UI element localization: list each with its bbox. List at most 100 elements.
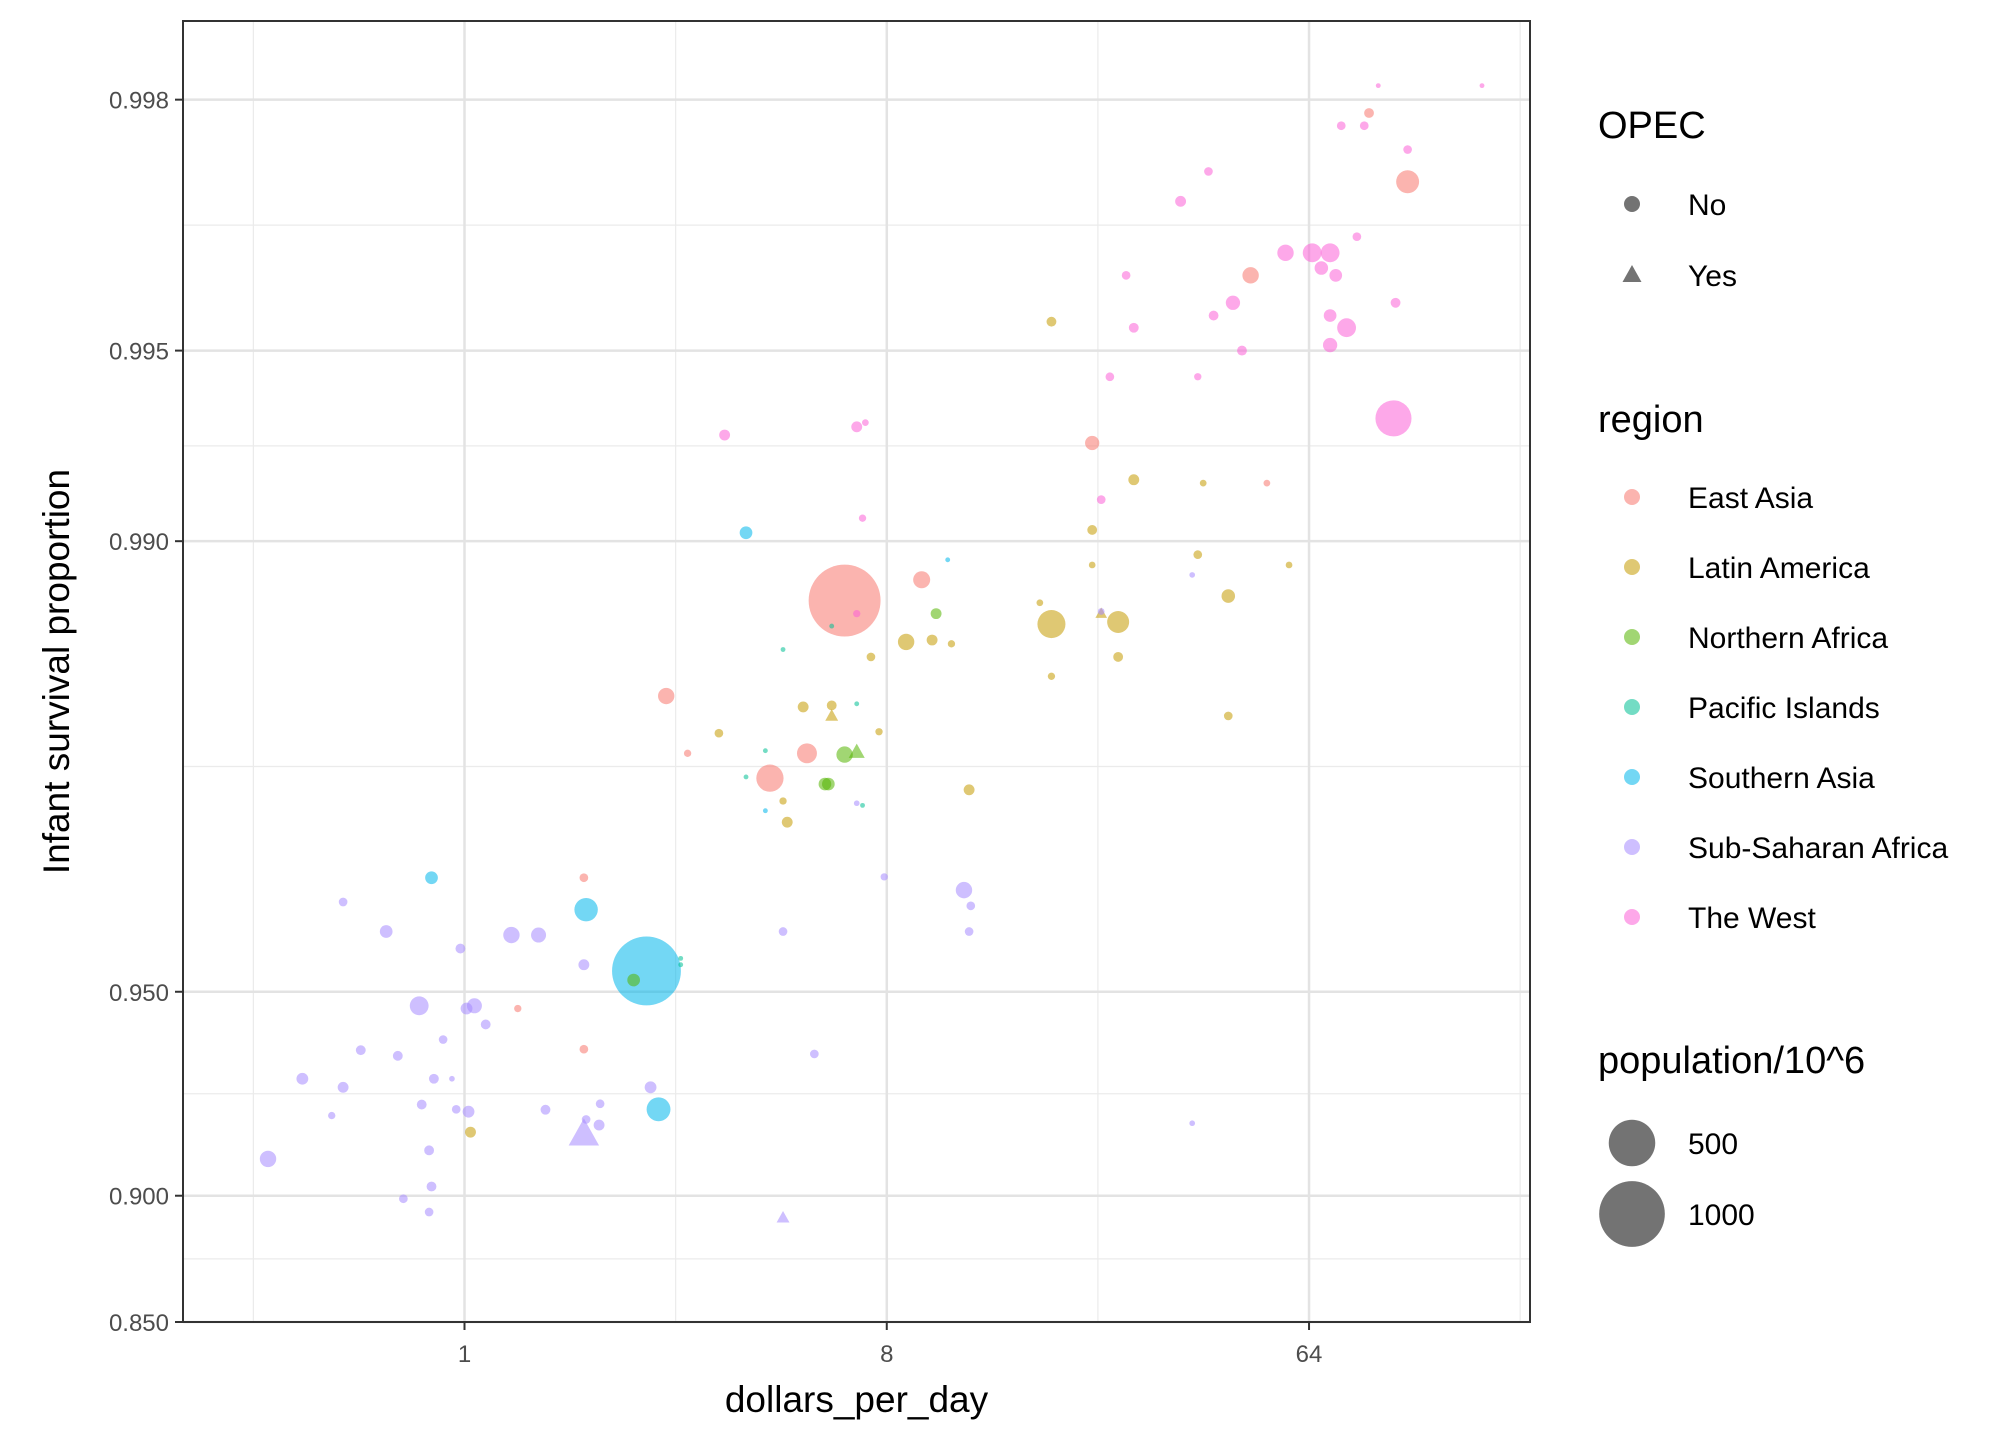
data-point xyxy=(1242,267,1259,284)
data-point xyxy=(1337,318,1357,338)
data-point xyxy=(1403,145,1412,154)
legend-label: Northern Africa xyxy=(1688,622,1888,655)
data-point xyxy=(1323,309,1337,322)
data-point xyxy=(296,1072,309,1085)
data-point xyxy=(860,802,865,808)
legend-key-region xyxy=(1624,489,1640,505)
data-point xyxy=(848,743,865,758)
data-point xyxy=(612,936,681,1006)
data-point xyxy=(866,652,876,662)
data-point xyxy=(1263,479,1271,487)
x-tick-label: 64 xyxy=(1296,1341,1323,1368)
data-point xyxy=(854,701,860,707)
data-point xyxy=(779,797,787,805)
data-point xyxy=(1204,167,1213,176)
data-point xyxy=(1225,295,1241,310)
legend-key-region xyxy=(1624,839,1640,855)
data-point xyxy=(593,1119,605,1131)
x-tick-label: 8 xyxy=(880,1341,893,1368)
legend-label: The West xyxy=(1688,902,1816,935)
data-point xyxy=(913,571,931,589)
panel-border xyxy=(182,20,1531,1323)
data-point xyxy=(853,609,861,618)
data-point xyxy=(1189,572,1196,578)
data-point xyxy=(1285,561,1293,569)
data-point xyxy=(1105,372,1115,382)
data-point xyxy=(1088,561,1096,569)
legend-key-no xyxy=(1624,196,1640,212)
data-point xyxy=(955,881,973,899)
data-point xyxy=(875,728,883,736)
data-point xyxy=(853,800,860,807)
data-point xyxy=(966,901,976,911)
data-point xyxy=(503,926,520,944)
data-point xyxy=(1121,271,1131,280)
data-point xyxy=(355,1045,366,1056)
data-point xyxy=(1336,121,1346,131)
data-point xyxy=(1199,479,1207,487)
data-point xyxy=(574,897,598,922)
data-point xyxy=(1352,232,1362,242)
data-point xyxy=(416,1099,427,1110)
data-point xyxy=(379,925,393,938)
data-point xyxy=(945,557,951,563)
data-point xyxy=(1359,121,1369,131)
data-point xyxy=(1396,170,1420,194)
data-point xyxy=(1364,108,1374,118)
data-point xyxy=(880,873,888,881)
legend-label: No xyxy=(1688,189,1726,222)
y-tick-label: 0.950 xyxy=(109,980,169,1007)
data-points xyxy=(259,83,1485,1223)
data-point xyxy=(678,962,684,968)
data-point xyxy=(1046,316,1057,327)
data-point xyxy=(762,808,768,814)
data-point xyxy=(851,421,863,433)
data-point xyxy=(826,700,837,711)
data-point xyxy=(1097,608,1105,615)
data-point xyxy=(1314,261,1329,275)
legend-key-region xyxy=(1624,629,1640,645)
legend-label: East Asia xyxy=(1688,482,1813,515)
data-point xyxy=(328,1111,336,1120)
data-point xyxy=(1479,83,1485,89)
legend-label: Southern Asia xyxy=(1688,762,1875,795)
legend-label: Yes xyxy=(1688,260,1737,293)
data-point xyxy=(810,1049,819,1059)
data-point xyxy=(1223,711,1233,721)
data-point xyxy=(930,608,942,620)
data-point xyxy=(595,1099,605,1109)
data-point xyxy=(1237,345,1247,356)
data-point xyxy=(1175,195,1187,207)
data-point xyxy=(1096,495,1106,504)
data-point xyxy=(719,429,731,441)
data-point xyxy=(829,623,835,629)
legend-label: 500 xyxy=(1688,1128,1738,1161)
legend-title-opec: OPEC xyxy=(1598,105,1706,147)
data-point xyxy=(581,1115,591,1124)
data-point xyxy=(568,1118,600,1146)
data-point xyxy=(776,1210,790,1223)
data-point xyxy=(1194,373,1202,381)
data-point xyxy=(808,564,881,637)
data-point xyxy=(825,709,839,721)
legend-title-population: population/10^6 xyxy=(1598,1040,1865,1082)
legend: OPEC No Yes region East Asia Latin America Nor… xyxy=(1598,105,1948,1247)
data-point xyxy=(743,774,749,780)
data-point xyxy=(428,1073,439,1084)
data-point xyxy=(540,1104,551,1115)
data-point xyxy=(1320,243,1340,263)
y-axis-title: Infant survival proportion xyxy=(36,469,77,874)
y-tick-label: 0.995 xyxy=(109,339,169,366)
data-point xyxy=(424,1207,434,1217)
data-point xyxy=(1107,611,1130,634)
data-point xyxy=(778,927,788,936)
y-tick-label: 0.998 xyxy=(109,88,169,115)
legend-label: Latin America xyxy=(1688,552,1870,585)
data-point xyxy=(1375,400,1412,437)
data-point xyxy=(438,1035,448,1044)
data-point xyxy=(425,871,438,885)
data-point xyxy=(449,1075,455,1082)
grid-lines xyxy=(183,21,1530,1324)
